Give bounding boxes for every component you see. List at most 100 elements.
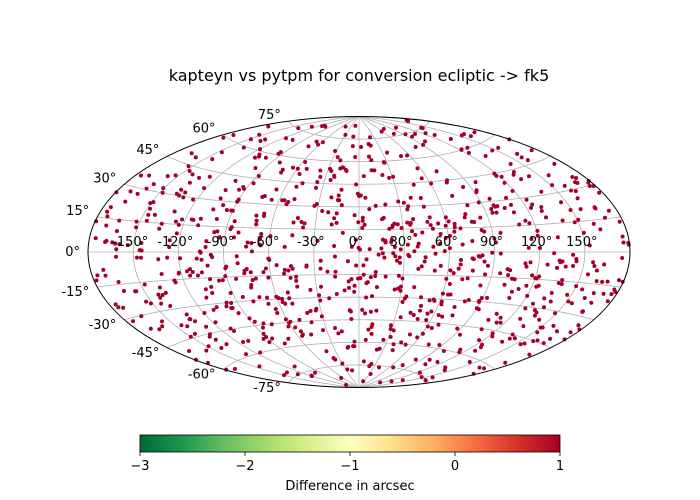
data-point (221, 135, 226, 140)
latitude-tick-label: -75° (253, 381, 281, 396)
data-point (113, 302, 118, 307)
data-point (563, 264, 568, 269)
data-point (284, 370, 289, 375)
data-point (372, 168, 377, 173)
data-point (410, 229, 415, 234)
data-point (185, 269, 190, 274)
data-point (507, 336, 512, 341)
data-point (573, 180, 578, 185)
data-point (539, 204, 544, 209)
data-point (498, 251, 503, 256)
data-point (482, 229, 487, 234)
data-point (370, 322, 375, 327)
data-point (396, 273, 401, 278)
data-point (446, 219, 451, 224)
data-point (383, 202, 388, 207)
data-point (274, 187, 279, 192)
data-point (265, 295, 270, 300)
data-point (308, 308, 313, 313)
data-point (380, 251, 385, 256)
data-point (213, 337, 218, 342)
data-point (282, 341, 287, 346)
data-point (280, 296, 285, 301)
data-point (278, 150, 283, 155)
data-point (313, 185, 318, 190)
data-point (193, 319, 198, 324)
data-point (199, 257, 204, 262)
data-point (387, 175, 392, 180)
data-point (441, 348, 446, 353)
data-point (236, 311, 241, 316)
data-point (374, 285, 379, 290)
data-point (147, 173, 152, 178)
data-point (552, 161, 557, 166)
data-point (151, 182, 156, 187)
data-point (346, 279, 351, 284)
data-point (295, 284, 300, 289)
data-point (139, 248, 144, 253)
data-point (489, 206, 494, 211)
data-point (190, 172, 195, 177)
data-point (342, 288, 347, 293)
data-point (382, 255, 387, 260)
data-point (399, 225, 404, 230)
data-point (405, 207, 410, 212)
data-point (493, 240, 498, 245)
data-point (309, 373, 314, 378)
data-point (266, 124, 271, 129)
data-point (131, 319, 136, 324)
data-point (152, 212, 157, 217)
data-point (388, 334, 393, 339)
data-point (415, 166, 420, 171)
data-point (450, 313, 455, 318)
data-point (439, 302, 444, 307)
data-point (359, 145, 364, 149)
data-point (244, 352, 248, 357)
data-point (296, 126, 301, 131)
data-point (452, 229, 457, 234)
data-point (525, 293, 530, 298)
data-point (573, 189, 578, 194)
data-point (286, 268, 291, 273)
data-point (498, 315, 503, 320)
data-point (360, 307, 365, 312)
data-point (472, 130, 477, 135)
map-outline (87, 116, 631, 388)
data-point (503, 360, 508, 365)
data-point (433, 251, 438, 256)
data-point (253, 166, 258, 171)
data-point (218, 196, 223, 201)
data-point (277, 160, 282, 165)
data-point (391, 365, 396, 370)
data-point (529, 205, 534, 210)
data-point (368, 309, 373, 314)
data-point (366, 327, 371, 332)
data-point (416, 266, 421, 271)
data-point (432, 268, 437, 273)
data-point (445, 178, 450, 183)
data-point (544, 215, 549, 220)
data-point (215, 229, 220, 234)
parallel-gridline (288, 364, 430, 384)
data-point (213, 320, 218, 325)
data-point (266, 275, 271, 280)
data-point (309, 320, 314, 325)
data-point (308, 287, 313, 292)
data-point (438, 263, 443, 268)
data-point (249, 285, 254, 290)
colorbar: Difference in arcsec −3 −2 −1 0 1 (130, 434, 564, 494)
data-point (413, 232, 418, 237)
data-point (249, 249, 254, 254)
data-point (448, 137, 453, 141)
data-point (470, 268, 475, 273)
data-point (443, 223, 448, 228)
data-point (532, 313, 537, 318)
data-point (391, 328, 396, 333)
data-point (286, 336, 291, 341)
data-point (527, 352, 532, 357)
data-point (494, 320, 499, 325)
data-point (539, 189, 544, 194)
colorbar-tick-label: 0 (451, 459, 459, 474)
data-point (569, 301, 574, 306)
data-point (432, 298, 437, 303)
